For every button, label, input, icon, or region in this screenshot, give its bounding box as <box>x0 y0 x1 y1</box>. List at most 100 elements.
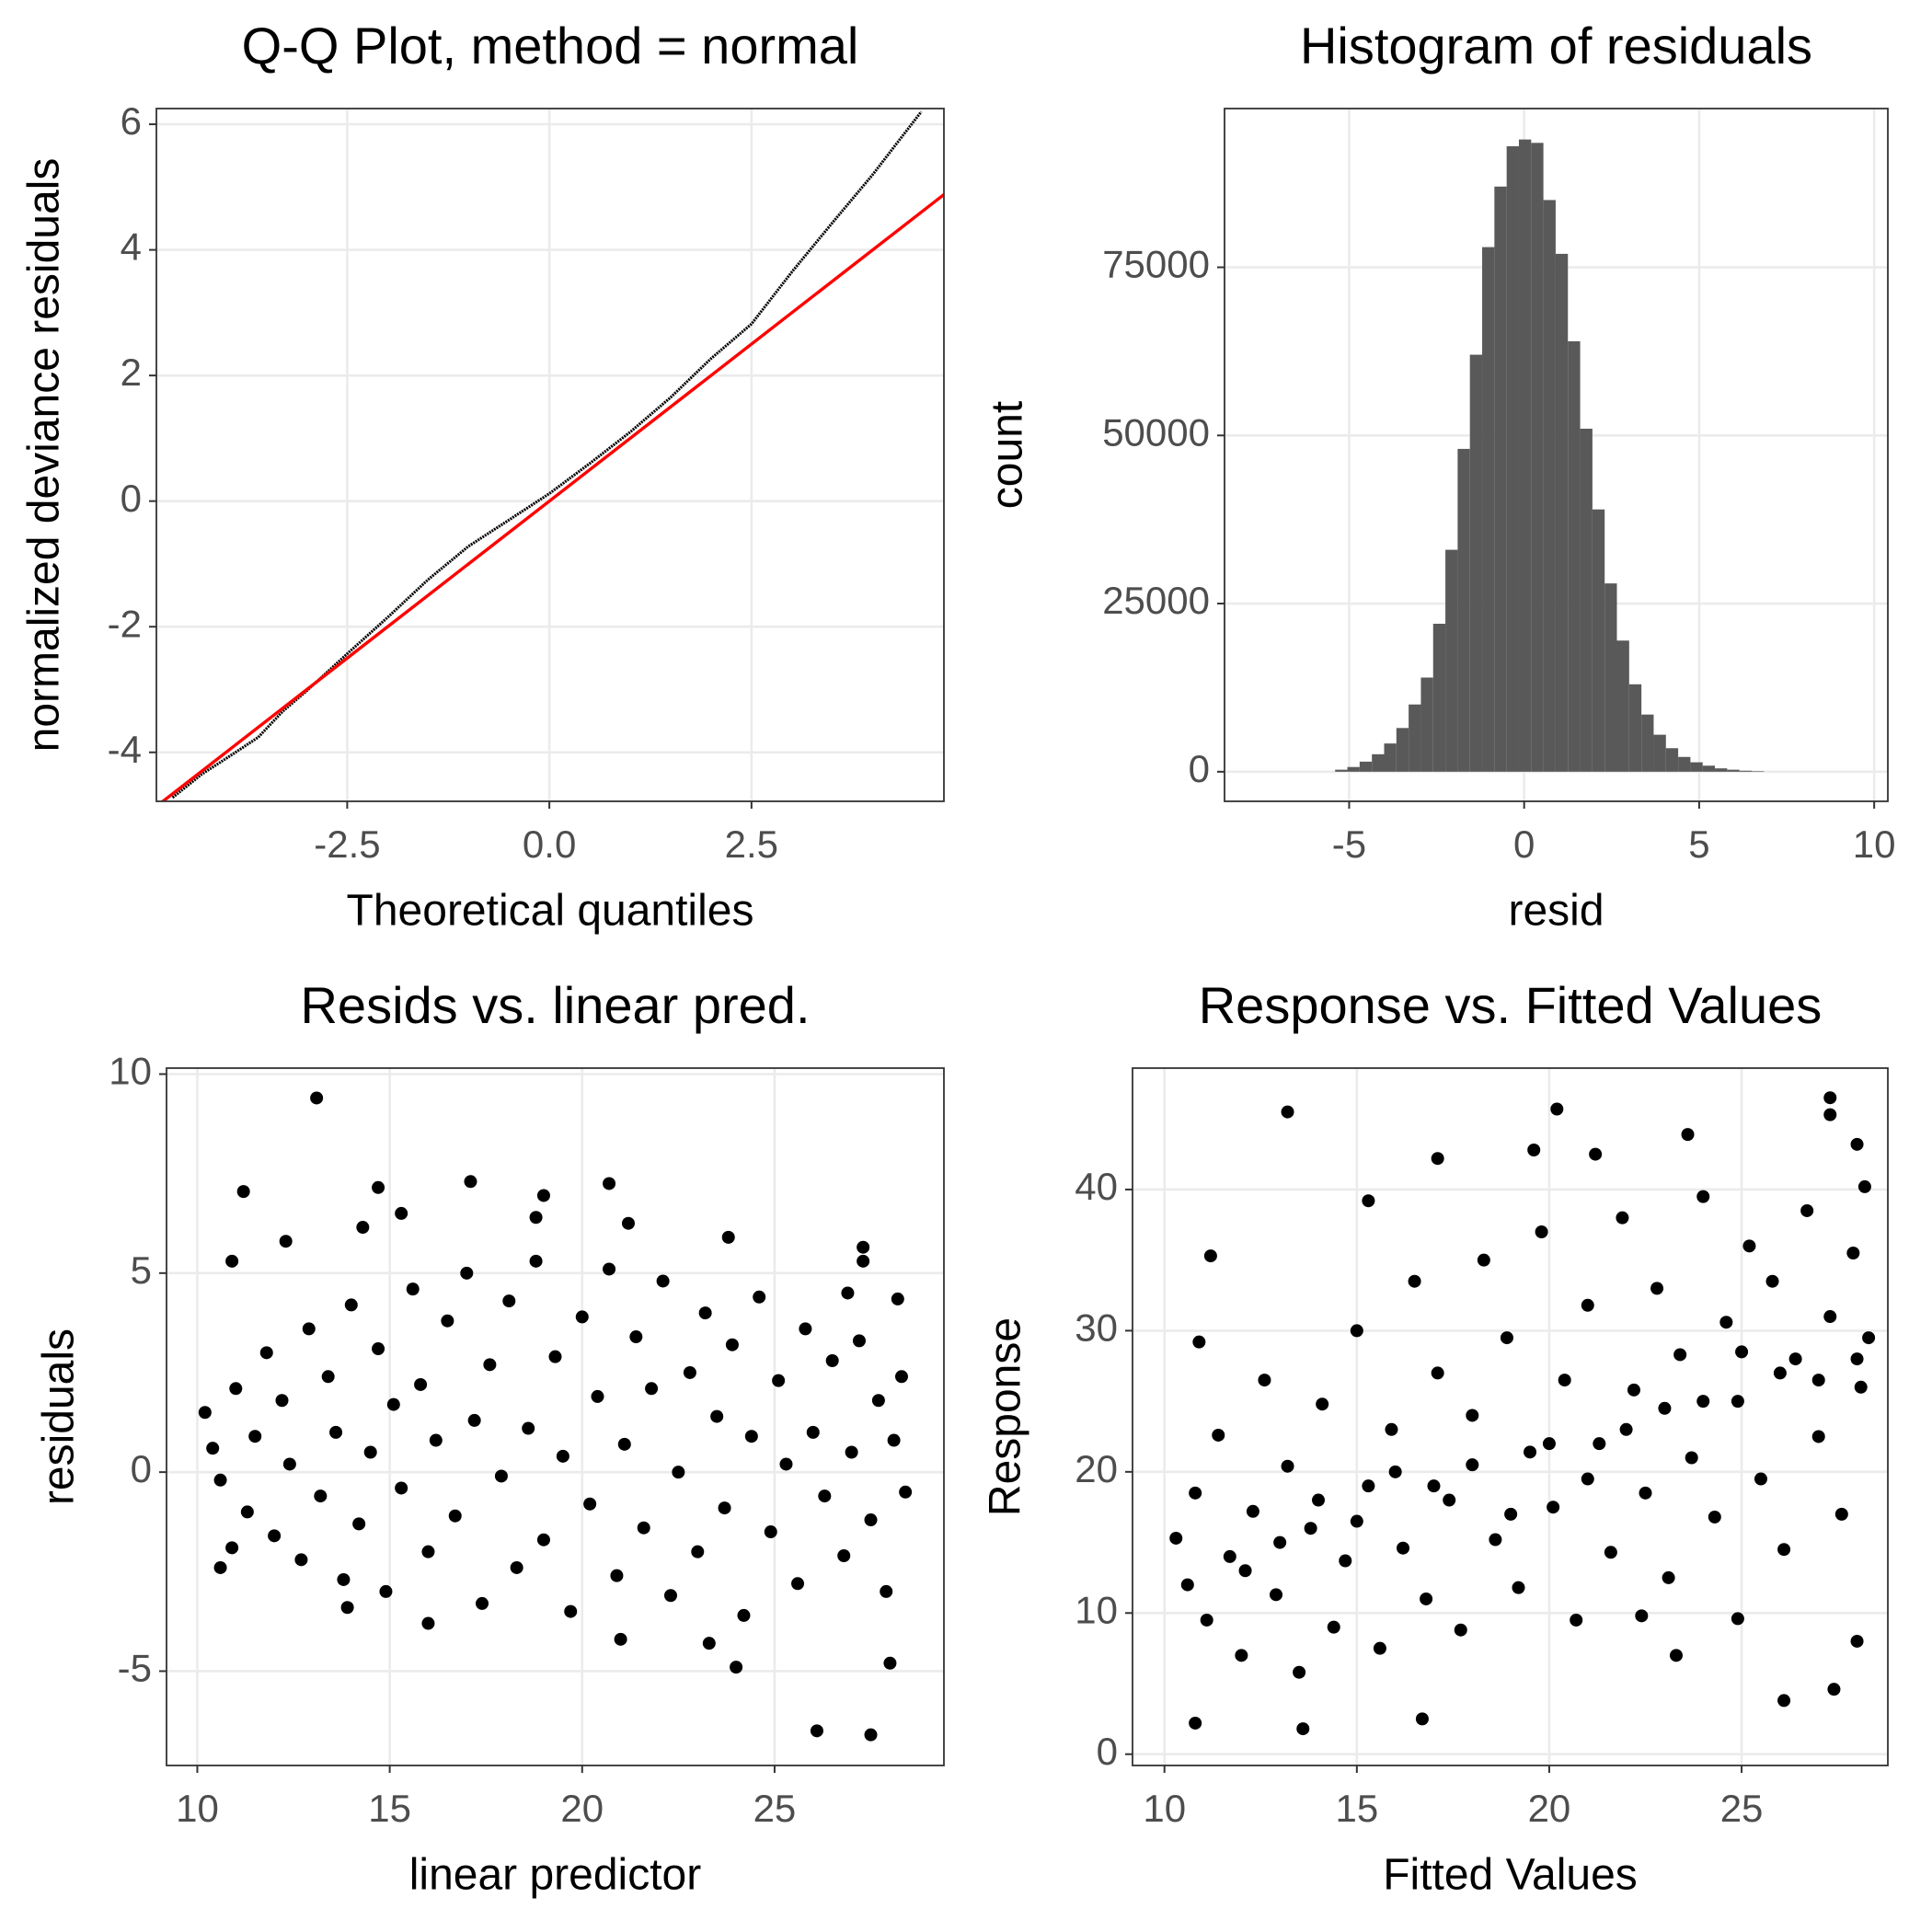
scatter-point <box>702 1637 716 1650</box>
histogram-bar <box>1494 186 1507 772</box>
scatter-point <box>1504 1507 1518 1521</box>
scatter-point <box>1304 1522 1317 1535</box>
scatter-point <box>363 1445 377 1459</box>
scatter-point <box>1415 1712 1429 1726</box>
scatter-point <box>406 1282 420 1296</box>
scatter-point <box>1535 1225 1548 1238</box>
scatter-point <box>810 1724 823 1738</box>
scatter-point <box>1397 1541 1410 1555</box>
scatter-point <box>1203 1249 1217 1263</box>
scatter-point <box>899 1485 913 1499</box>
scatter-point <box>1362 1194 1375 1208</box>
scatter-point <box>1850 1137 1864 1151</box>
scatter-point <box>259 1346 273 1360</box>
plot-background <box>1133 1068 1888 1765</box>
scatter-point <box>1581 1472 1594 1486</box>
scatter-point <box>1616 1211 1629 1225</box>
scatter-point <box>1339 1554 1352 1568</box>
y-tick-label: 2 <box>121 351 142 394</box>
histogram-bar <box>1482 247 1495 772</box>
scatter-point <box>818 1489 832 1503</box>
x-tick-label: -5 <box>1332 822 1366 866</box>
scatter-point <box>1281 1105 1294 1119</box>
scatter-point <box>206 1442 220 1455</box>
scatter-point <box>1589 1147 1603 1161</box>
scatter-point <box>1293 1665 1306 1679</box>
scatter-point <box>310 1091 324 1105</box>
histogram-bar <box>1641 714 1654 772</box>
plot-marks <box>1169 1091 1876 1736</box>
scatter-point <box>467 1413 481 1427</box>
scatter-point <box>583 1497 597 1511</box>
scatter-point <box>1512 1581 1525 1594</box>
scatter-point <box>225 1541 239 1555</box>
scatter-point <box>548 1350 562 1363</box>
x-tick-label: 20 <box>560 1787 604 1830</box>
scatter-point <box>510 1560 523 1574</box>
x-axis-title: resid <box>1508 887 1604 936</box>
y-tick-label: 10 <box>1075 1588 1118 1631</box>
histogram-bar <box>1359 761 1373 772</box>
scatter-point <box>1258 1374 1271 1387</box>
x-tick-label: 15 <box>368 1787 411 1830</box>
scatter-point <box>321 1370 335 1384</box>
scatter-point <box>337 1572 351 1586</box>
x-tick-label: 10 <box>176 1787 219 1830</box>
scatter-point <box>1570 1613 1583 1627</box>
scatter-point <box>645 1382 659 1396</box>
scatter-point <box>229 1382 243 1396</box>
scatter-point <box>1238 1564 1252 1578</box>
scatter-point <box>1524 1445 1537 1459</box>
x-tick-label: 10 <box>1143 1787 1186 1830</box>
scatter-point <box>236 1185 250 1199</box>
scatter-point <box>1823 1108 1837 1121</box>
scatter-point <box>603 1262 616 1276</box>
scatter-point <box>1850 1352 1864 1366</box>
histogram-bar <box>1665 748 1679 772</box>
x-tick-label: 5 <box>1688 822 1709 866</box>
scatter-point <box>1542 1437 1556 1451</box>
histogram-bar <box>1616 640 1629 772</box>
scatter-point <box>386 1397 400 1411</box>
scatter-point <box>1854 1380 1868 1394</box>
histogram-bar <box>1420 677 1433 772</box>
y-tick-label: 5 <box>131 1248 152 1292</box>
scatter-point <box>1823 1310 1837 1324</box>
plot-marks <box>1335 139 1765 772</box>
scatter-point <box>1650 1282 1664 1295</box>
scatter-point <box>857 1240 870 1254</box>
scatter-point <box>421 1616 435 1630</box>
y-tick-label: 0 <box>1189 747 1210 790</box>
scatter-point <box>556 1449 569 1463</box>
y-tick-label: 0 <box>121 477 142 520</box>
scatter-point <box>464 1175 477 1189</box>
scatter-point <box>1273 1535 1287 1549</box>
panel-border <box>1132 1067 1889 1766</box>
scatter-point <box>1777 1543 1791 1557</box>
y-axis-title: normalized deviance residuals <box>20 158 69 753</box>
scatter-point <box>1477 1253 1490 1267</box>
histogram-bar <box>1531 143 1544 772</box>
scatter-point <box>1823 1091 1837 1105</box>
y-tick-label: 6 <box>121 99 142 143</box>
scatter-point <box>1223 1549 1236 1563</box>
panel: 10 15 20 25 -5 0 5 10 Resids vs. linear pred. lin… <box>35 976 945 1900</box>
scatter-point <box>1696 1190 1710 1203</box>
scatter-point <box>730 1661 743 1674</box>
scatter-point <box>1696 1395 1710 1409</box>
scatter-point <box>1857 1179 1871 1193</box>
y-tick-label: 25000 <box>1102 579 1210 622</box>
scatter-point <box>1827 1683 1841 1696</box>
scatter-point <box>476 1596 489 1610</box>
x-tick-label: 0 <box>1513 822 1535 866</box>
scatter-point <box>275 1394 289 1408</box>
scatter-point <box>494 1469 508 1483</box>
scatter-point <box>1270 1588 1283 1602</box>
y-axis-title: residuals <box>35 1328 84 1505</box>
scatter-point <box>1731 1612 1744 1626</box>
scatter-point <box>852 1334 866 1348</box>
scatter-point <box>806 1425 820 1439</box>
scatter-point <box>656 1274 670 1288</box>
histogram-bar <box>1727 769 1740 772</box>
